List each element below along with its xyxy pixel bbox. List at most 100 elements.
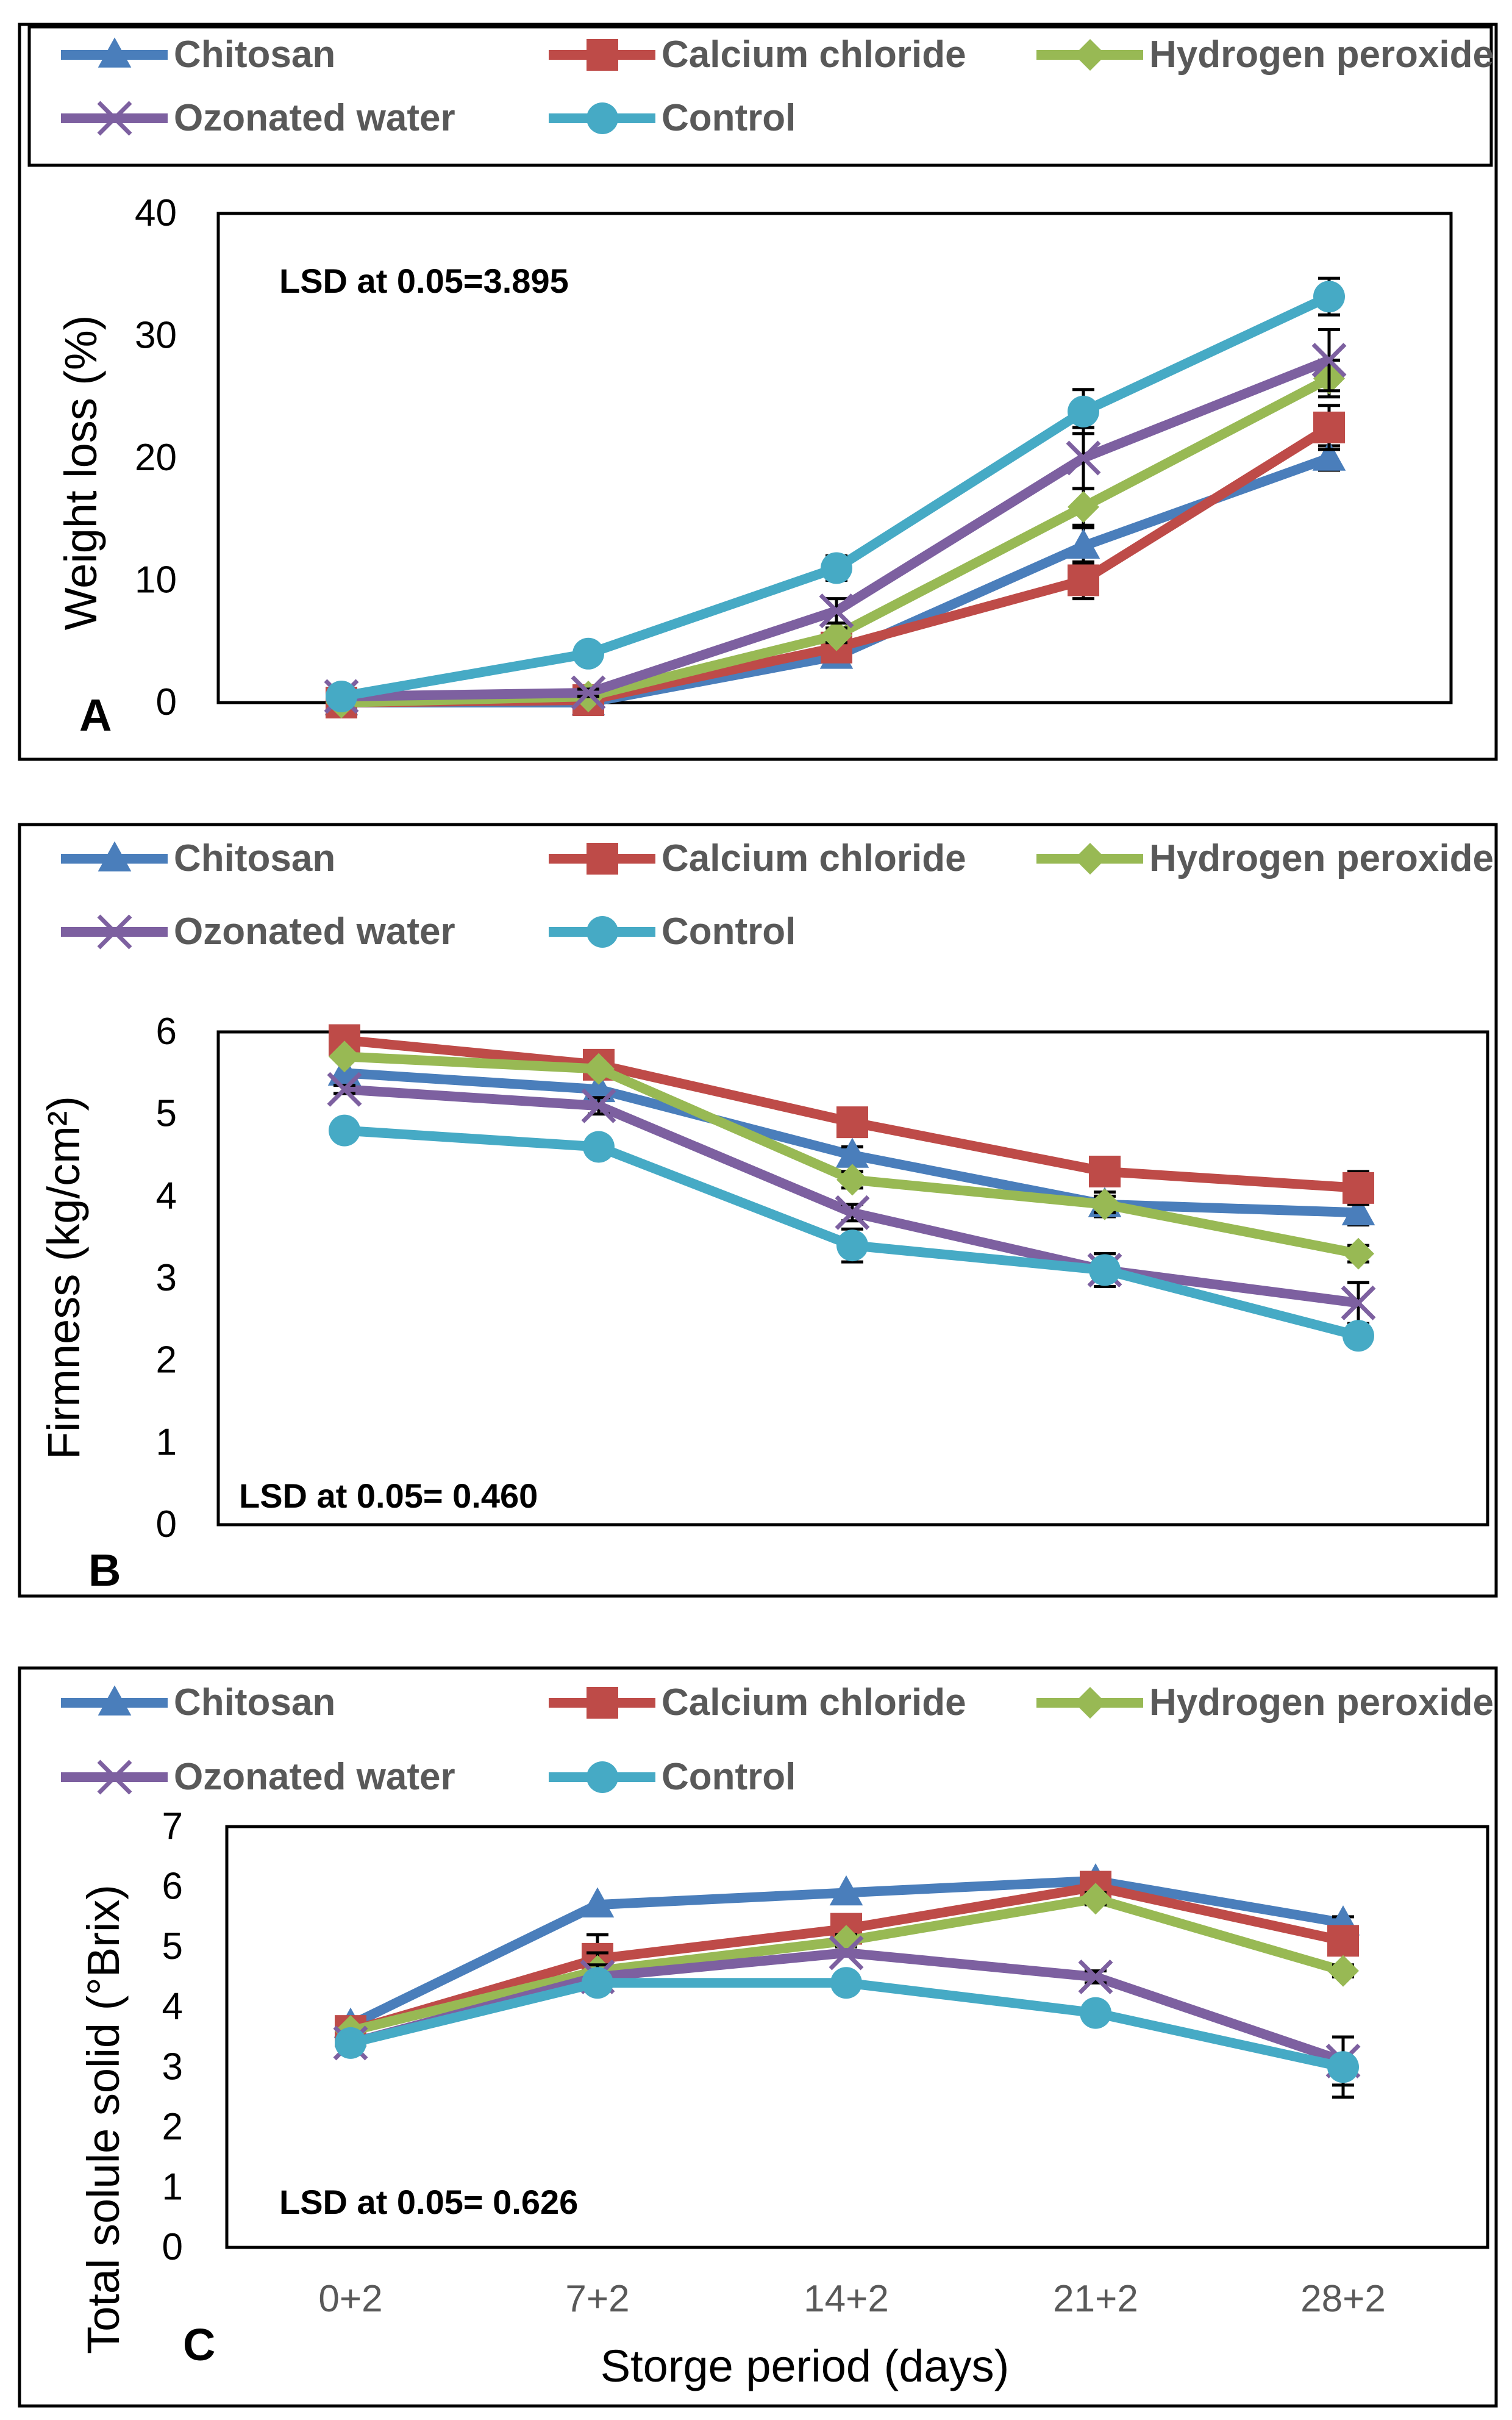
panel-c-point-chitosan-14-2 — [829, 1875, 863, 1906]
panel-a-legend-item-control: Control — [549, 97, 796, 139]
panel-a-legend-label-chitosan: Chitosan — [174, 34, 335, 76]
panel-b-y-ticks: 0 1 2 3 4 5 6 — [156, 1011, 177, 1545]
panel-b-point-hydrogen-peroxide-28-2 — [1343, 1237, 1374, 1270]
panel-a-legend-marker-hydrogen-peroxide — [1074, 39, 1106, 71]
panel-b-y-axis-label: Firmness (kg/cm²) — [38, 1096, 89, 1459]
panel-a-series-control — [326, 276, 1345, 712]
panel-b-legend-item-ozonated-water: Ozonated water — [61, 911, 455, 953]
panel-b-letter: B — [88, 1545, 121, 1595]
panel-c: Chitosan Calcium chloride Hydrogen peroxid… — [18, 1666, 1498, 2408]
panel-a-legend: Chitosan Calcium chloride Hydrogen peroxid… — [61, 34, 1494, 139]
panel-c-point-ozonated-water-21-2 — [1078, 1959, 1113, 1994]
panel-a-border — [18, 23, 1498, 761]
panel-b-point-ozonated-water-28-2 — [1341, 1285, 1376, 1320]
panel-c-y-tick-6: 6 — [162, 1866, 183, 1908]
panel-b-point-control-21-2 — [1089, 1254, 1121, 1286]
panel-a-legend-item-chitosan: Chitosan — [61, 34, 335, 76]
panel-b: Chitosan Calcium chloride Hydrogen peroxid… — [18, 823, 1498, 1598]
panel-b-lsd-label: LSD at 0.05= 0.460 — [239, 1477, 538, 1515]
panel-b-legend-label-hydrogen-peroxide: Hydrogen peroxide — [1149, 837, 1494, 879]
panel-a-legend-label-calcium-chloride: Calcium chloride — [661, 34, 966, 76]
panel-a-point-ozonated-water-28-2 — [1311, 343, 1347, 378]
panel-c-legend-label-chitosan: Chitosan — [174, 1681, 335, 1724]
panel-c-point-calcium-chloride-28-2 — [1327, 1925, 1359, 1957]
panel-c-legend-item-control: Control — [549, 1756, 796, 1798]
panel-c-point-control-7-2 — [582, 1967, 613, 1999]
panel-b-point-hydrogen-peroxide-21-2 — [1089, 1188, 1121, 1220]
panel-a-y-tick-10: 10 — [135, 559, 177, 601]
panel-c-y-tick-1: 1 — [162, 2166, 183, 2208]
panel-b-point-chitosan-28-2 — [1341, 1195, 1375, 1226]
panel-b-legend-marker-control — [587, 916, 618, 948]
panel-a-y-axis-label: Weight loss (%) — [55, 315, 106, 631]
panel-c-x-category-0-2: 0+2 — [318, 2278, 382, 2320]
panel-c-legend-item-chitosan: Chitosan — [61, 1681, 335, 1724]
panel-c-point-chitosan-7-2 — [580, 1887, 615, 1917]
panel-a-legend-marker-calcium-chloride — [587, 39, 618, 71]
panel-c-legend-item-ozonated-water: Ozonated water — [61, 1756, 455, 1798]
panel-b-point-chitosan-14-2 — [835, 1137, 869, 1168]
panel-a-legend-box — [27, 25, 1493, 167]
panel-a-plot-area — [216, 212, 1453, 704]
panel-a-point-chitosan-21-2 — [1066, 528, 1100, 559]
panel-c-y-axis-label: Total solule solid (°Brix) — [78, 1885, 129, 2354]
panel-a-legend-label-hydrogen-peroxide: Hydrogen peroxide — [1149, 34, 1494, 76]
panel-c-y-tick-3: 3 — [162, 2046, 183, 2088]
panel-b-point-control-7-2 — [583, 1131, 615, 1163]
panel-a-letter: A — [79, 690, 112, 740]
panel-a-legend-label-control: Control — [661, 97, 796, 139]
panel-b-point-hydrogen-peroxide-14-2 — [836, 1164, 868, 1196]
panel-b-point-hydrogen-peroxide-7-2 — [583, 1053, 615, 1085]
panel-b-point-calcium-chloride-14-2 — [836, 1106, 868, 1139]
panel-b-y-tick-5: 5 — [156, 1093, 177, 1135]
panel-b-legend-label-ozonated-water: Ozonated water — [174, 911, 455, 953]
panel-a-point-calcium-chloride-28-2 — [1313, 411, 1345, 443]
panel-b-y-tick-2: 2 — [156, 1339, 177, 1381]
panel-a-point-control-28-2 — [1313, 281, 1345, 313]
panel-c-series — [333, 1863, 1361, 2099]
panel-a-point-control-0-2 — [326, 680, 357, 712]
panel-c-y-tick-7: 7 — [162, 1805, 183, 1847]
panel-a-y-tick-0: 0 — [156, 681, 177, 723]
panel-b-plot-area — [216, 1030, 1489, 1527]
panel-a: Chitosan Calcium chloride Hydrogen peroxid… — [18, 23, 1498, 761]
panel-c-y-tick-4: 4 — [162, 1986, 183, 2028]
panel-c-legend: Chitosan Calcium chloride Hydrogen peroxid… — [61, 1681, 1494, 1798]
panel-a-point-control-21-2 — [1068, 395, 1099, 428]
panel-b-legend-marker-hydrogen-peroxide — [1074, 843, 1106, 875]
panel-b-legend: Chitosan Calcium chloride Hydrogen peroxid… — [61, 837, 1494, 953]
panel-c-point-control-14-2 — [830, 1967, 862, 1999]
panel-a-series — [324, 276, 1347, 718]
panel-a-y-tick-30: 30 — [135, 315, 177, 357]
panel-a-point-ozonated-water-21-2 — [1066, 440, 1101, 476]
panel-a-legend-item-hydrogen-peroxide: Hydrogen peroxide — [1036, 34, 1494, 76]
panel-a-point-hydrogen-peroxide-21-2 — [1068, 491, 1099, 523]
panel-b-legend-item-chitosan: Chitosan — [61, 837, 335, 879]
panel-c-x-category-7-2: 7+2 — [565, 2278, 629, 2320]
panel-c-y-tick-0: 0 — [162, 2226, 183, 2268]
panel-a-legend-marker-control — [587, 102, 618, 134]
panel-c-legend-label-control: Control — [661, 1756, 796, 1798]
panel-a-y-ticks: 0 10 20 30 40 — [135, 192, 177, 723]
panel-b-point-control-0-2 — [329, 1114, 360, 1147]
panel-c-series-control — [335, 1967, 1359, 2099]
panel-c-plot-area — [225, 1825, 1489, 2249]
panel-a-lsd-label: LSD at 0.05=3.895 — [279, 262, 569, 300]
panel-c-point-control-21-2 — [1080, 1997, 1111, 2029]
panel-a-legend-item-ozonated-water: Ozonated water — [61, 97, 455, 139]
panel-a-legend-item-calcium-chloride: Calcium chloride — [549, 34, 966, 76]
panel-c-legend-marker-chitosan — [98, 1685, 132, 1716]
panel-c-y-tick-5: 5 — [162, 1925, 183, 1967]
panel-b-legend-label-calcium-chloride: Calcium chloride — [661, 837, 966, 879]
panel-c-y-tick-2: 2 — [162, 2106, 183, 2148]
panel-c-legend-marker-ozonated-water — [97, 1760, 132, 1795]
panel-b-legend-marker-calcium-chloride — [587, 843, 618, 875]
panel-c-x-category-21-2: 21+2 — [1053, 2278, 1138, 2320]
panel-b-series-control — [329, 1114, 1374, 1352]
panel-c-point-ozonated-water-14-2 — [829, 1935, 864, 1971]
panel-a-point-control-14-2 — [821, 552, 852, 584]
panel-c-lsd-label: LSD at 0.05= 0.626 — [279, 2183, 578, 2221]
panel-b-point-hydrogen-peroxide-0-2 — [329, 1040, 360, 1073]
panel-b-y-tick-3: 3 — [156, 1257, 177, 1299]
panel-c-legend-marker-hydrogen-peroxide — [1074, 1687, 1106, 1719]
